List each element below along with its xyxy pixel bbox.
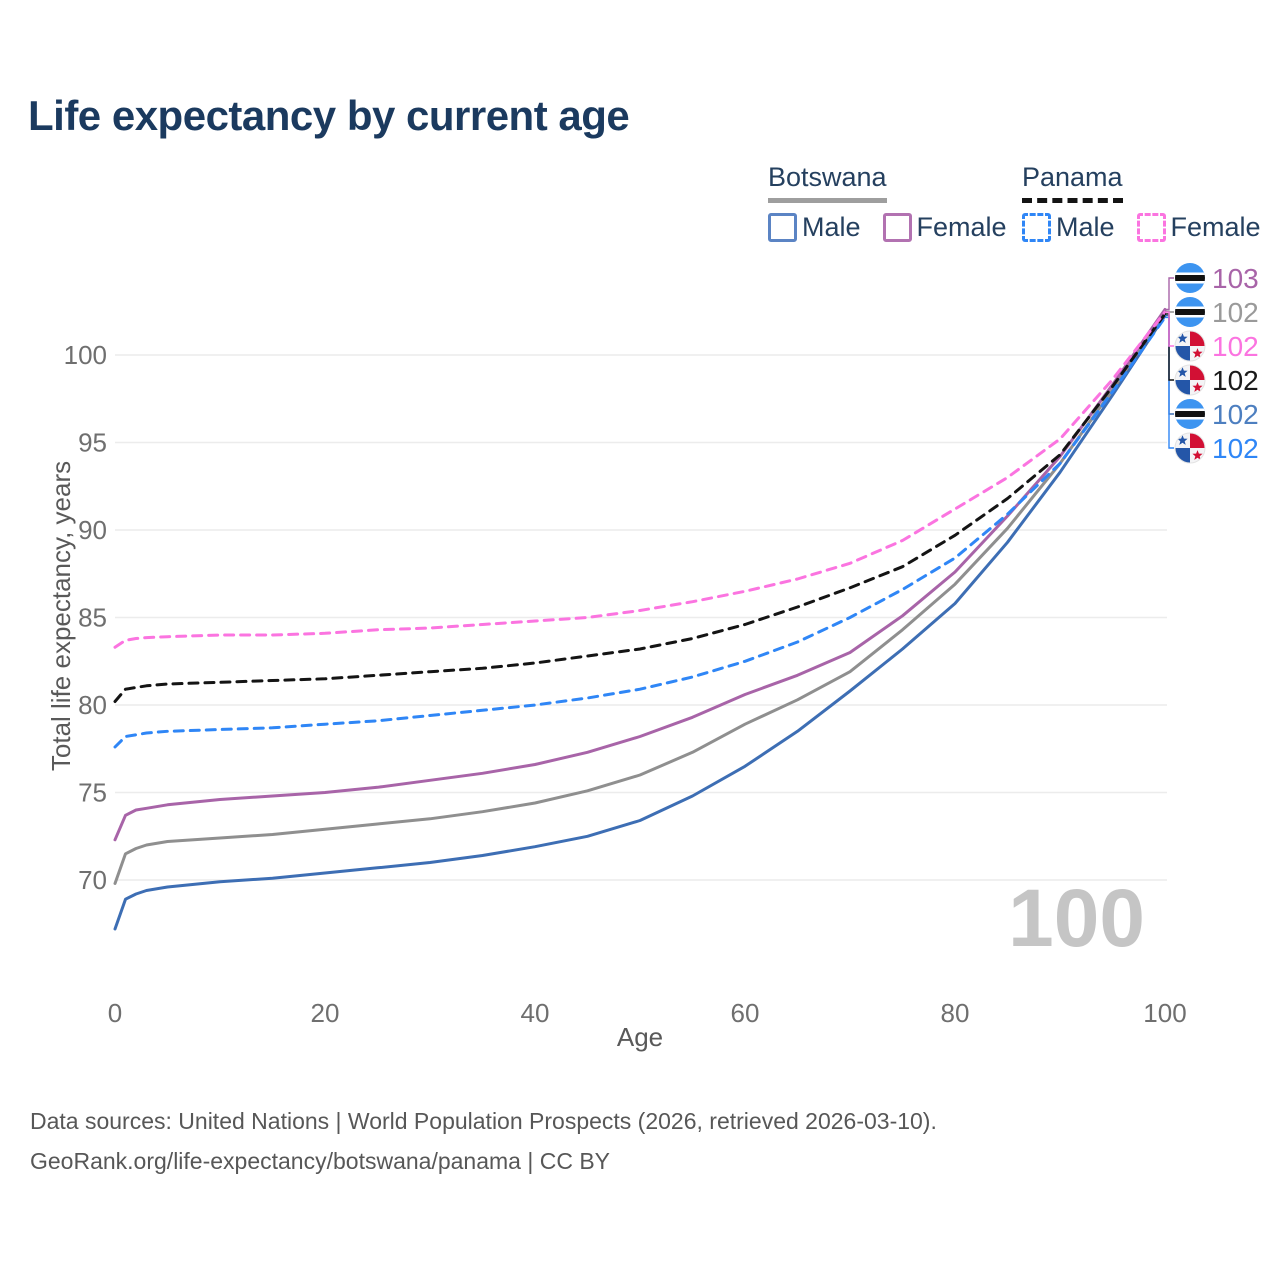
legend-header-botswana[interactable]: Botswana <box>768 162 887 203</box>
x-axis-title: Age <box>617 1022 663 1052</box>
y-tick-label-85: 85 <box>78 603 107 633</box>
end-value-label-panama-male: 102 <box>1212 433 1259 464</box>
y-axis-title: Total life expectancy, years <box>46 461 76 771</box>
legend-group-botswana: Botswana Male Female <box>768 162 1029 243</box>
checkbox-panama-male[interactable] <box>1022 213 1051 242</box>
checkbox-botswana-male[interactable] <box>768 213 797 242</box>
panama-flag-icon <box>1174 364 1206 396</box>
x-tick-label-60: 60 <box>731 998 760 1028</box>
checkbox-panama-female[interactable] <box>1136 213 1166 242</box>
data-sources-note: Data sources: United Nations | World Pop… <box>30 1108 937 1134</box>
y-tick-label-95: 95 <box>78 428 107 458</box>
x-tick-label-40: 40 <box>521 998 550 1028</box>
x-tick-label-0: 0 <box>108 998 122 1028</box>
end-value-label-botswana-male: 102 <box>1212 399 1259 430</box>
legend-label-panama-female: Female <box>1170 212 1261 242</box>
hover-age-watermark: 100 <box>1008 873 1145 964</box>
series-line-panama-female[interactable] <box>113 310 1167 649</box>
series-line-botswana-male[interactable] <box>113 314 1167 931</box>
legend-label-botswana-female: Female <box>916 212 1007 242</box>
end-value-label-panama-female: 102 <box>1212 331 1259 362</box>
y-tick-label-70: 70 <box>78 865 107 895</box>
end-value-label-botswana-both: 102 <box>1212 297 1259 328</box>
y-tick-label-90: 90 <box>78 515 107 545</box>
legend-row-botswana: Male Female <box>768 212 1029 243</box>
series-line-panama-male[interactable] <box>113 315 1167 749</box>
end-value-label-panama-both: 102 <box>1212 365 1259 396</box>
panama-flag-icon <box>1174 432 1206 464</box>
end-value-label-botswana-female: 103 <box>1212 263 1259 294</box>
series-line-panama-both[interactable] <box>113 312 1167 703</box>
y-tick-label-80: 80 <box>78 690 107 720</box>
y-tick-label-100: 100 <box>64 340 107 370</box>
legend-header-panama[interactable]: Panama <box>1022 162 1123 203</box>
legend-item-panama-male[interactable]: Male <box>1022 212 1115 243</box>
x-tick-label-20: 20 <box>311 998 340 1028</box>
page-title: Life expectancy by current age <box>28 92 630 139</box>
botswana-flag-icon <box>1175 263 1205 293</box>
leader-line-panama-male <box>1165 316 1174 449</box>
attribution-link: GeoRank.org/life-expectancy/botswana/pan… <box>30 1148 610 1174</box>
x-tick-label-100: 100 <box>1143 998 1186 1028</box>
legend-label-panama-male: Male <box>1056 212 1115 242</box>
legend-item-panama-female[interactable]: Female <box>1136 212 1261 243</box>
botswana-flag-icon <box>1175 297 1205 327</box>
legend-row-panama: Male Female <box>1022 212 1280 243</box>
legend-item-botswana-male[interactable]: Male <box>768 212 861 243</box>
leader-line-panama-female <box>1165 311 1174 347</box>
checkbox-botswana-female[interactable] <box>882 213 912 242</box>
panama-flag-icon <box>1174 330 1206 362</box>
leader-line-panama-both <box>1165 313 1174 381</box>
x-tick-label-80: 80 <box>941 998 970 1028</box>
series-line-botswana-both[interactable] <box>113 309 1167 885</box>
y-tick-label-75: 75 <box>78 778 107 808</box>
series-line-botswana-female[interactable] <box>113 308 1167 842</box>
botswana-flag-icon <box>1175 399 1205 429</box>
leader-line-botswana-female <box>1165 277 1174 311</box>
legend-group-panama: Panama Male Female <box>1022 162 1280 243</box>
legend-item-botswana-female[interactable]: Female <box>882 212 1007 243</box>
legend-label-botswana-male: Male <box>802 212 861 242</box>
